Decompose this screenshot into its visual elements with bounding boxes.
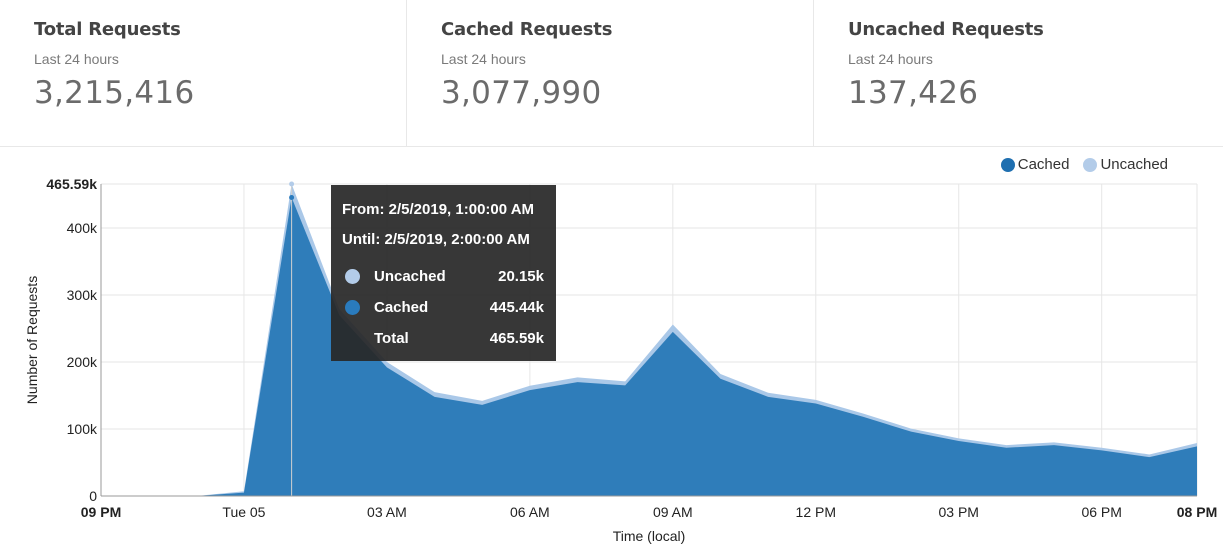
chart-tooltip: From: 2/5/2019, 1:00:00 AM Until: 2/5/20… — [331, 185, 556, 361]
stat-title: Uncached Requests — [848, 19, 1044, 40]
x-tick-label: 09 PM — [81, 504, 121, 520]
x-tick-label: 08 PM — [1177, 504, 1217, 520]
y-tick-label: 100k — [67, 421, 98, 437]
y-tick-label: 300k — [67, 287, 98, 303]
x-tick-label: 03 PM — [939, 504, 979, 520]
stat-subtitle: Last 24 hours — [441, 51, 526, 67]
cached-legend-marker — [1000, 157, 1015, 172]
total-requests-card: Total Requests Last 24 hours 3,215,416 — [0, 0, 407, 146]
x-tick-label: Tue 05 — [222, 504, 265, 520]
hover-point-uncached — [289, 181, 295, 187]
cached-area — [101, 197, 1197, 496]
y-tick-label: 200k — [67, 354, 98, 370]
stat-subtitle: Last 24 hours — [34, 51, 119, 67]
cached-marker — [345, 300, 360, 315]
x-tick-label: 03 AM — [367, 504, 407, 520]
stat-title: Cached Requests — [441, 19, 613, 40]
x-tick-label: 09 AM — [653, 504, 693, 520]
x-tick-label: 12 PM — [796, 504, 836, 520]
tooltip-total-label: Total — [374, 330, 409, 347]
x-axis-title: Time (local) — [613, 528, 686, 544]
y-tick-label: 400k — [67, 220, 98, 236]
uncached-legend-marker — [1083, 157, 1098, 172]
stat-value: 137,426 — [848, 75, 979, 111]
uncached-requests-card: Uncached Requests Last 24 hours 137,426 — [814, 0, 1221, 146]
chart-legend: Cached Uncached — [1000, 156, 1168, 173]
tooltip-row-cached: Cached 445.44k — [342, 292, 544, 323]
tooltip-row-total: Total 465.59k — [342, 323, 544, 354]
stat-value: 3,215,416 — [34, 75, 195, 111]
y-tick-label: 465.59k — [46, 176, 97, 192]
y-axis-title: Number of Requests — [24, 276, 40, 404]
y-tick-label: 0 — [89, 488, 97, 504]
hover-point-cached — [289, 195, 295, 201]
tooltip-until: Until: 2/5/2019, 2:00:00 AM — [342, 231, 530, 248]
legend-label: Cached — [1017, 156, 1070, 173]
legend-item-uncached[interactable]: Uncached — [1083, 156, 1168, 173]
x-tick-label: 06 PM — [1081, 504, 1121, 520]
tooltip-from: From: 2/5/2019, 1:00:00 AM — [342, 201, 535, 218]
stat-title: Total Requests — [34, 19, 181, 40]
tooltip-row-uncached: Uncached 20.15k — [342, 261, 544, 292]
legend-label: Uncached — [1100, 156, 1168, 173]
tooltip-series-name: Cached — [374, 299, 429, 316]
tooltip-series-name: Uncached — [374, 268, 446, 285]
legend-item-cached[interactable]: Cached — [1000, 156, 1070, 173]
stat-subtitle: Last 24 hours — [848, 51, 933, 67]
tooltip-total-value: 465.59k — [489, 330, 544, 347]
cached-requests-card: Cached Requests Last 24 hours 3,077,990 — [407, 0, 814, 146]
summary-stats: Total Requests Last 24 hours 3,215,416 C… — [0, 0, 1223, 147]
tooltip-series-value: 445.44k — [489, 299, 544, 316]
tooltip-series-value: 20.15k — [498, 268, 544, 285]
uncached-marker — [345, 269, 360, 284]
stat-value: 3,077,990 — [441, 75, 602, 111]
x-tick-label: 06 AM — [510, 504, 550, 520]
